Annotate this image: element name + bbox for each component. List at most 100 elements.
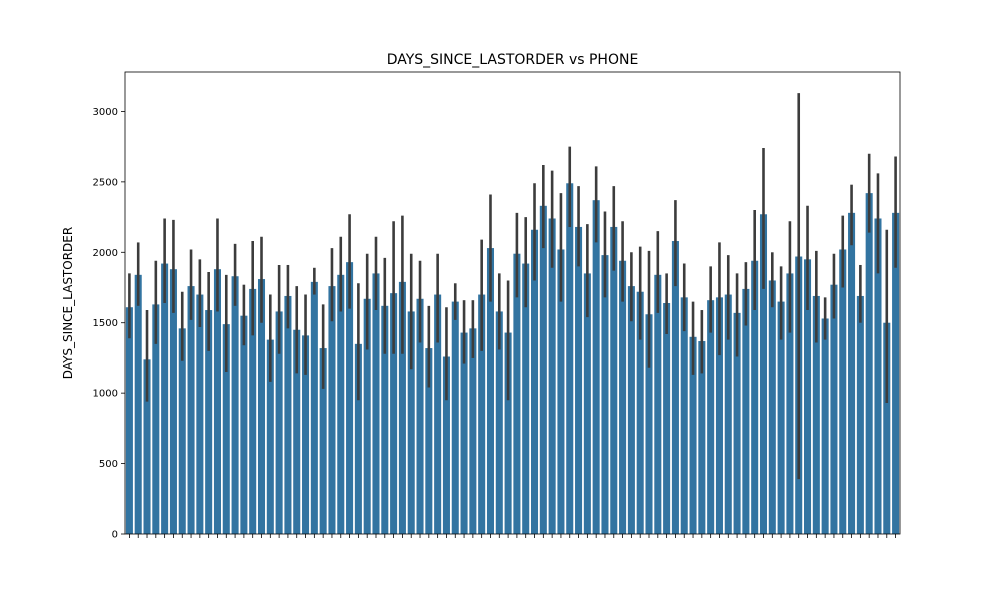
bar [883, 322, 891, 534]
bar [222, 324, 230, 534]
bar [310, 281, 318, 534]
bar [742, 288, 750, 534]
bar [663, 303, 671, 534]
y-tick-label: 1500 [93, 318, 118, 329]
bar [786, 273, 794, 534]
bar [715, 297, 723, 534]
bar [319, 348, 327, 534]
bar [804, 259, 812, 534]
bar [293, 329, 301, 534]
bar [134, 274, 142, 534]
bar [390, 293, 398, 534]
bar [689, 336, 697, 534]
bar [143, 359, 151, 534]
bar [733, 312, 741, 534]
bar [469, 328, 477, 534]
bar [257, 279, 266, 534]
bar [830, 284, 838, 534]
bar [530, 229, 539, 534]
bar [478, 294, 486, 534]
bar [169, 269, 177, 534]
bar [302, 335, 310, 534]
bar [178, 328, 186, 534]
bar [636, 291, 644, 534]
bar [583, 273, 591, 534]
bar [125, 307, 133, 534]
bar [363, 298, 371, 534]
bar [354, 343, 362, 534]
bar [284, 295, 292, 534]
y-tick-label: 2000 [93, 248, 118, 259]
bar [275, 311, 283, 534]
bar [777, 301, 785, 534]
bar [346, 262, 354, 534]
bar [707, 300, 715, 534]
bar [266, 339, 274, 534]
bar [434, 294, 442, 534]
bar [205, 310, 213, 534]
bar [504, 332, 512, 534]
bar [575, 226, 583, 534]
bar [557, 249, 565, 534]
bar [592, 200, 600, 535]
bar [398, 281, 406, 534]
bar [848, 212, 856, 535]
bar [601, 255, 609, 535]
bar [495, 311, 503, 534]
bar [337, 274, 345, 534]
bar [865, 193, 873, 534]
bar [768, 280, 776, 534]
bar [680, 297, 688, 534]
bar [856, 295, 864, 534]
y-tick-label: 3000 [93, 107, 118, 118]
bar [513, 253, 521, 534]
bar [407, 311, 415, 534]
bar [654, 274, 662, 534]
y-axis: 0 500 1000 1500 2000 2500 3000 [93, 107, 125, 541]
bar [892, 212, 900, 535]
bar [425, 348, 433, 534]
bar [566, 183, 574, 534]
chart-title: DAYS_SINCE_LASTORDER vs PHONE [387, 52, 639, 68]
bar [759, 214, 768, 534]
bar [152, 304, 160, 534]
bar [381, 305, 389, 534]
bar [486, 248, 495, 534]
bar [619, 260, 627, 534]
bar [442, 356, 450, 534]
bar [231, 276, 239, 534]
y-tick-label: 0 [112, 530, 118, 541]
bar [196, 294, 204, 534]
bar [751, 260, 759, 534]
bar [249, 288, 257, 534]
bar [821, 318, 829, 534]
bar [627, 286, 635, 534]
y-tick-label: 1000 [93, 389, 118, 400]
bar [372, 273, 380, 534]
plot-frame [124, 71, 901, 535]
bar [698, 341, 706, 534]
bar [839, 249, 847, 534]
bar [240, 315, 248, 534]
bar [328, 286, 336, 534]
x-axis [129, 534, 896, 538]
bar [187, 286, 195, 534]
bar [645, 314, 653, 534]
bar [539, 205, 547, 534]
bar [874, 218, 882, 535]
bar [548, 218, 556, 535]
y-tick-label: 500 [99, 459, 118, 470]
y-tick-label: 2500 [93, 177, 118, 188]
bar [451, 301, 459, 534]
y-axis-title: DAYS_SINCE_LASTORDER [61, 227, 75, 379]
bar [724, 294, 732, 534]
bar [671, 241, 679, 534]
plot-area [124, 71, 901, 535]
bar [522, 263, 530, 534]
bar [161, 263, 169, 534]
bar [610, 226, 618, 534]
bar [213, 269, 221, 534]
bar [812, 295, 820, 534]
